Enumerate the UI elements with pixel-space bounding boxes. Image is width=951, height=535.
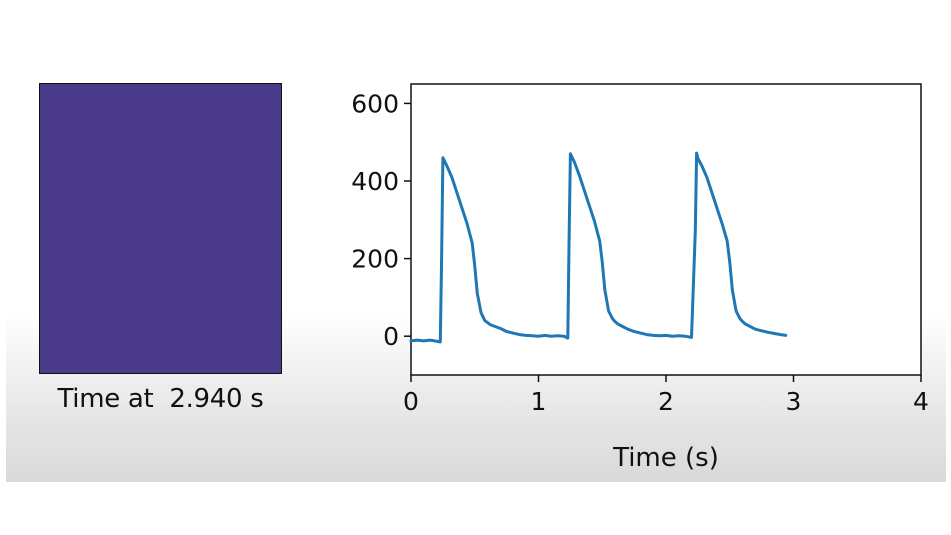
y-tick-label: 0 bbox=[383, 322, 399, 351]
x-tick-label: 2 bbox=[658, 387, 674, 416]
y-axis: 0 200 400 600 bbox=[351, 89, 411, 351]
x-tick-label: 3 bbox=[786, 387, 802, 416]
plot-area bbox=[410, 83, 922, 376]
x-tick-label: 1 bbox=[531, 387, 547, 416]
x-axis: 0 1 2 3 4 bbox=[403, 375, 929, 416]
x-tick-label: 4 bbox=[913, 387, 929, 416]
y-tick-label: 400 bbox=[351, 167, 399, 196]
x-tick-label: 0 bbox=[403, 387, 419, 416]
voltage-map-image bbox=[39, 83, 282, 374]
x-axis-title: Time (s) bbox=[612, 443, 719, 473]
time-caption: Time at 2.940 s bbox=[57, 384, 264, 414]
y-tick-label: 600 bbox=[351, 89, 399, 118]
series-line bbox=[409, 151, 788, 344]
y-tick-label: 200 bbox=[351, 245, 399, 274]
